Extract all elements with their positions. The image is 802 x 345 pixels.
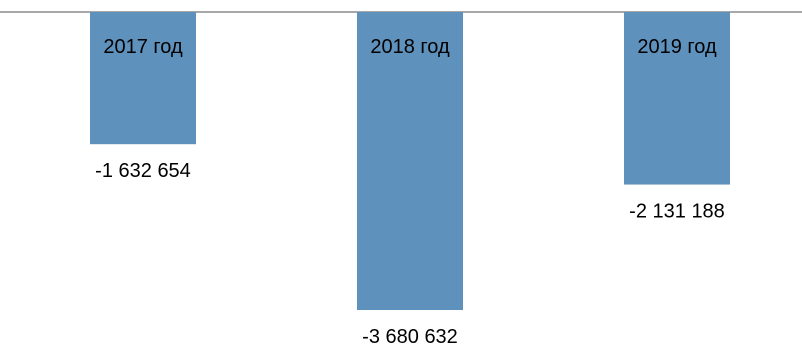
category-label-3: 2019 год [637,36,717,58]
category-label-1: 2017 год [103,36,183,58]
bar-1 [90,12,196,145]
value-label-1: -1 632 654 [95,160,191,182]
bar-2 [357,12,463,310]
bars-layer: 2017 год -1 632 654 2018 год -3 680 632 2019… [90,12,730,345]
value-label-3: -2 131 188 [629,201,725,223]
value-label-2: -3 680 632 [362,326,458,345]
category-label-2: 2018 год [370,36,450,58]
bar-3 [624,12,730,185]
